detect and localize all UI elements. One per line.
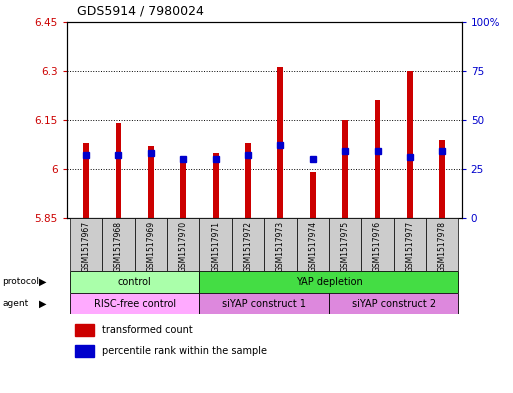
Bar <box>297 218 329 271</box>
Bar <box>426 218 459 271</box>
Bar <box>342 120 348 218</box>
Text: GSM1517972: GSM1517972 <box>244 221 252 272</box>
Bar <box>310 172 315 218</box>
Bar <box>70 293 200 314</box>
Text: RISC-free control: RISC-free control <box>93 299 176 309</box>
Text: GSM1517974: GSM1517974 <box>308 221 317 272</box>
Bar <box>200 218 232 271</box>
Text: GSM1517969: GSM1517969 <box>146 221 155 272</box>
Text: GDS5914 / 7980024: GDS5914 / 7980024 <box>77 5 204 18</box>
Text: GSM1517977: GSM1517977 <box>405 221 415 272</box>
Text: transformed count: transformed count <box>102 325 193 336</box>
Bar <box>393 218 426 271</box>
Text: protocol: protocol <box>3 277 40 286</box>
Text: siYAP construct 2: siYAP construct 2 <box>351 299 436 309</box>
Bar <box>329 218 361 271</box>
Bar <box>329 293 459 314</box>
Bar <box>278 68 283 218</box>
Bar <box>232 218 264 271</box>
Bar <box>200 271 459 293</box>
Text: GSM1517975: GSM1517975 <box>341 221 350 272</box>
Bar <box>135 218 167 271</box>
Text: ▶: ▶ <box>38 299 46 309</box>
Bar <box>200 293 329 314</box>
Bar <box>70 271 200 293</box>
Bar <box>374 100 381 218</box>
Bar <box>148 146 154 218</box>
Bar <box>264 218 297 271</box>
Bar <box>70 218 102 271</box>
Bar <box>245 143 251 218</box>
Bar <box>83 143 89 218</box>
Text: GSM1517976: GSM1517976 <box>373 221 382 272</box>
Text: ▶: ▶ <box>38 277 46 287</box>
Text: GSM1517973: GSM1517973 <box>276 221 285 272</box>
Text: GSM1517978: GSM1517978 <box>438 221 447 272</box>
Text: YAP depletion: YAP depletion <box>295 277 362 287</box>
Bar <box>181 159 186 218</box>
Bar <box>167 218 200 271</box>
Bar <box>407 71 413 218</box>
Text: GSM1517970: GSM1517970 <box>179 221 188 272</box>
Text: control: control <box>118 277 151 287</box>
Bar <box>102 218 135 271</box>
Text: agent: agent <box>3 299 29 308</box>
Bar <box>74 345 94 357</box>
Text: GSM1517971: GSM1517971 <box>211 221 220 272</box>
Text: GSM1517968: GSM1517968 <box>114 221 123 272</box>
Bar <box>115 123 122 218</box>
Bar <box>74 324 94 336</box>
Bar <box>439 140 445 218</box>
Bar <box>361 218 393 271</box>
Bar <box>213 152 219 218</box>
Text: GSM1517967: GSM1517967 <box>82 221 91 272</box>
Text: percentile rank within the sample: percentile rank within the sample <box>102 346 267 356</box>
Text: siYAP construct 1: siYAP construct 1 <box>222 299 306 309</box>
